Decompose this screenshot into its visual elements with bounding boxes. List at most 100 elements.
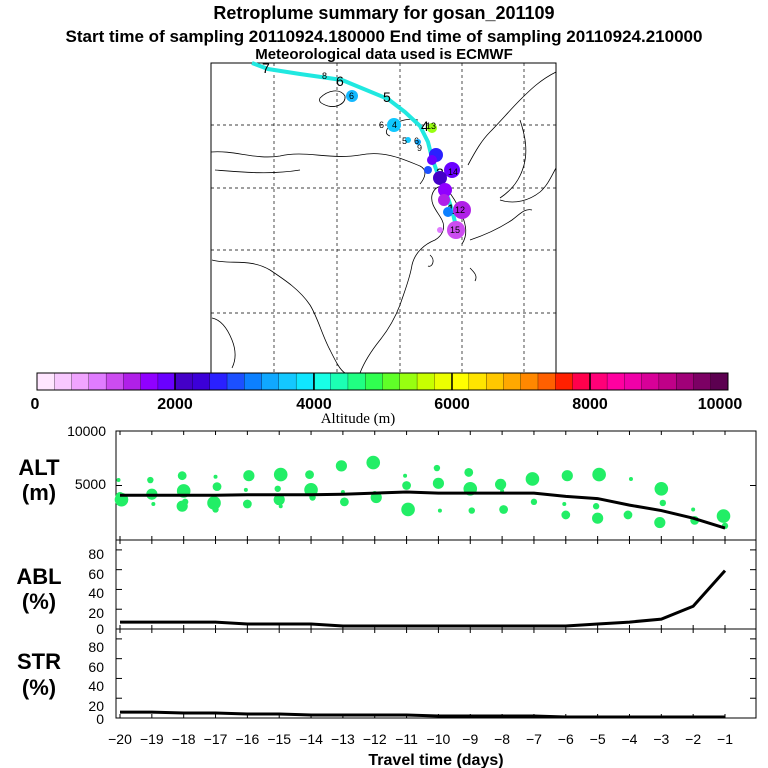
alt-cluster-point — [366, 455, 381, 470]
colorbar-cell — [382, 372, 401, 391]
abl-ytick-labels: 80 60 40 20 0 — [88, 546, 104, 637]
lake — [319, 90, 346, 107]
alt-cluster-point — [273, 494, 285, 506]
colorbar-cell — [192, 372, 211, 391]
abl-ylabel-unit: (%) — [22, 589, 56, 614]
str-ytick-label: 80 — [88, 639, 104, 655]
colorbar-cell — [641, 372, 660, 391]
colorbar-cell — [365, 372, 383, 391]
str-ytick-label: 40 — [88, 678, 104, 694]
alt-cluster-point — [433, 464, 441, 472]
alt-cluster-point — [207, 496, 221, 510]
trajectory-day-label: 4 — [421, 118, 429, 134]
cluster-label: 6 — [349, 91, 354, 101]
colorbar-tick-label: 4000 — [296, 396, 332, 413]
plume-cluster — [427, 155, 437, 165]
colorbar-cell — [710, 372, 729, 391]
plume-cluster — [427, 123, 437, 133]
alt-cluster-point — [335, 460, 347, 472]
coastline — [469, 209, 533, 241]
alt-cluster-point — [116, 478, 121, 483]
cluster-label: 12 — [455, 205, 465, 215]
cluster-label: 9 — [417, 143, 422, 153]
alt-cluster-point — [525, 472, 540, 486]
x-tick-label: −18 — [172, 731, 196, 747]
colorbar-cell — [261, 372, 280, 391]
x-tick-label: −10 — [427, 731, 451, 747]
colorbar-cell — [589, 372, 608, 391]
chart-title: Retroplume summary for gosan_201109 — [213, 3, 555, 23]
colorbar-cell — [676, 372, 694, 391]
alt-cluster-point — [530, 498, 538, 506]
alt-cluster-point — [147, 476, 154, 484]
cluster-label: 5 — [402, 136, 407, 146]
str-ytick-label: 20 — [88, 698, 104, 714]
x-tick-label: −5 — [590, 731, 606, 747]
colorbar-frame — [36, 372, 729, 391]
alt-cluster-point — [654, 516, 666, 529]
abl-ytick-label: 60 — [88, 566, 104, 582]
colorbar-cell — [295, 372, 314, 391]
meteo-source: Meteorological data used is ECMWF — [255, 46, 513, 63]
alt-cluster-point — [242, 499, 252, 509]
map-frame — [210, 62, 557, 374]
coastline — [210, 151, 426, 185]
plume-cluster — [424, 166, 432, 174]
plume-cluster — [447, 221, 465, 239]
cluster-label: 15 — [450, 225, 460, 235]
colorbar-cell — [330, 372, 349, 391]
colorbar-cell — [624, 372, 643, 391]
x-tick-label: −12 — [363, 731, 387, 747]
abl-ylabel: ABL — [16, 564, 61, 589]
str-ylabel: STR — [17, 649, 61, 674]
str-line — [120, 710, 725, 719]
alt-cluster-point — [495, 478, 507, 491]
colorbar-tick-label: 0 — [31, 396, 40, 413]
str-frame — [115, 628, 757, 719]
x-tick-label: −15 — [267, 731, 291, 747]
coastline — [427, 254, 434, 267]
trajectory-day-label: 5 — [383, 89, 391, 105]
coastline — [499, 119, 527, 199]
str-ytick-labels: 80 60 40 20 0 — [88, 639, 104, 727]
x-tick-label: −2 — [685, 731, 701, 747]
colorbar-cell — [175, 372, 193, 391]
x-tick-label: −6 — [558, 731, 574, 747]
x-tick-label: −19 — [140, 731, 164, 747]
colorbar-major-ticks — [174, 373, 591, 390]
cluster-label: 6 — [414, 136, 419, 146]
colorbar-tick-label: 6000 — [434, 396, 470, 413]
coastline — [469, 267, 477, 282]
alt-cluster-point — [213, 474, 218, 479]
colorbar-cell — [555, 372, 573, 391]
colorbar-cell — [226, 372, 245, 391]
colorbar: 0 2000 4000 6000 8000 10000 Altitude (m) — [31, 372, 743, 427]
colorbar-tick-label: 2000 — [157, 396, 193, 413]
alt-cluster-point — [432, 477, 445, 489]
cluster-label: 8 — [322, 71, 327, 81]
plume-clusters — [346, 90, 471, 239]
colorbar-cell — [313, 372, 332, 391]
colorbar-tick-label: 10000 — [698, 396, 743, 413]
alt-cluster-point — [716, 509, 731, 523]
colorbar-cell — [520, 372, 539, 391]
alt-cluster-point — [305, 470, 314, 479]
x-axis-ticks — [119, 431, 726, 718]
alt-cluster-point — [691, 507, 696, 512]
alt-cluster-point — [273, 467, 288, 482]
alt-cluster-point — [654, 481, 669, 496]
str-panel: STR (%) 80 60 40 20 0 — [17, 628, 757, 727]
abl-y-ticks — [116, 549, 756, 630]
plume-cluster — [453, 201, 471, 219]
colorbar-cell — [209, 372, 228, 391]
colorbar-tick-labels: 0 2000 4000 6000 8000 10000 — [31, 396, 743, 413]
x-tick-label: −8 — [494, 731, 510, 747]
alt-cluster-point — [274, 485, 281, 492]
alt-cluster-point — [562, 502, 567, 507]
plume-cluster — [433, 171, 447, 185]
map-gridlines — [211, 63, 556, 373]
str-marks — [120, 710, 725, 719]
colorbar-cell — [434, 372, 453, 391]
colorbar-tick-label: 8000 — [572, 396, 608, 413]
